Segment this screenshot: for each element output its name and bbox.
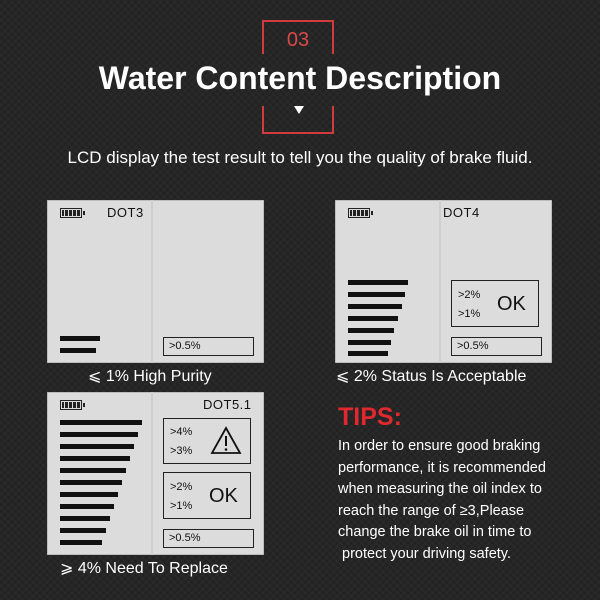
panel-caption-dot4: ⩽ 2% Status Is Acceptable [336,368,527,385]
level-bar [60,492,118,497]
level-bar [348,328,394,333]
level-bar [348,304,402,309]
ok-status: OK [209,485,238,507]
tips-text: In order to ensure good braking performa… [338,436,588,565]
warning-triangle-icon [210,426,242,454]
tips-title: TIPS: [338,403,402,431]
level-bar [60,456,130,461]
level-bar [60,540,102,545]
section-number-badge: 03 [262,20,334,54]
level-bar [60,516,110,521]
level-bar [348,340,391,345]
level-bar [60,432,138,437]
panel-caption-dot51: ⩾ 4% Need To Replace [60,560,228,577]
battery-icon [348,208,373,218]
status-box: >2% >1% OK [451,280,539,327]
level-bar [60,444,134,449]
battery-icon [60,400,85,410]
tips-line: reach the range of ≥3,Please [338,502,525,519]
tips-line: In order to ensure good braking [338,438,541,454]
panel-caption-dot3: ⩽ 1% High Purity [88,368,212,385]
level-bar [348,292,405,297]
level-bar [60,348,96,353]
lcd-panel-dot4: DOT4 >2% >1% OK >0.5% [335,200,552,363]
level-bar [348,280,408,285]
level-bar [60,504,114,509]
reading-box: >0.5% [451,337,542,356]
tips-line: when measuring the oil index to [338,481,542,497]
level-bar [60,420,142,425]
status-box: >2% >1% OK [163,472,251,519]
tips-line: protect your driving safety. [338,545,512,562]
level-bar [60,468,126,473]
reading-box: >0.5% [163,337,254,356]
reading-value: >0.5% [457,340,489,352]
ok-status: OK [497,293,526,315]
level-bar [60,480,122,485]
reading-value: >0.5% [169,340,201,352]
status-line: >1% [458,308,481,320]
tips-line: performance, it is recommended [338,459,546,476]
warning-box: >4% >3% [163,418,251,464]
reading-box: >0.5% [163,529,254,548]
level-bar [348,316,398,321]
level-bar [348,351,388,356]
level-bar [60,528,106,533]
title-bracket [262,106,334,134]
down-arrow-icon [294,106,304,114]
lcd-label: DOT4 [443,205,480,220]
page-title: Water Content Description [98,60,502,96]
warning-line: >4% [170,426,193,438]
warning-line: >3% [170,445,193,457]
tips-line: change the brake oil in time to [338,524,532,540]
status-line: >2% [170,481,193,493]
lcd-label: DOT3 [107,205,144,220]
intro-text: LCD display the test result to tell you … [67,148,533,167]
status-line: >2% [458,289,481,301]
lcd-label: DOT5.1 [203,397,252,412]
lcd-panel-dot3: DOT3 >0.5% [47,200,264,363]
battery-icon [60,208,85,218]
reading-value: >0.5% [169,532,201,544]
status-line: >1% [170,500,193,512]
lcd-panel-dot51: DOT5.1 >4% >3% >2% >1% OK >0.5% [47,392,264,555]
level-bar [60,336,100,341]
